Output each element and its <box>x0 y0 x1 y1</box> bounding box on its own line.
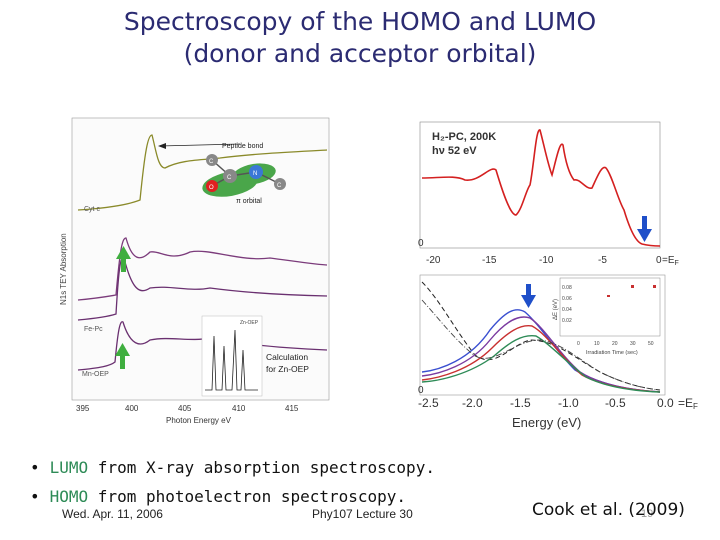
citation: Cook et al. (2009) <box>532 500 685 520</box>
pes-annot-1: H₂-PC, 200K <box>432 131 496 143</box>
homo-curve-green <box>421 335 661 393</box>
xas-xtick: 400 <box>125 404 139 413</box>
homo-arrow-icon <box>637 216 652 242</box>
inset-xtick: 50 <box>648 341 654 347</box>
pes-ef-label: =EF <box>662 255 679 267</box>
homo-xtick: -0.5 <box>605 396 626 410</box>
pes-curve <box>421 129 661 247</box>
calc-label-1: Calculation <box>266 352 308 362</box>
slide-title-line2: (donor and acceptor orbital) <box>183 39 537 68</box>
page-number: 19 <box>641 508 654 520</box>
peptide-label: Peptide bond <box>222 143 263 150</box>
inset-xtick: 0 <box>577 341 580 347</box>
calc-inset-curve <box>205 329 258 391</box>
homo-curve-dashdot <box>421 299 661 391</box>
pes-annot-2: hν 52 eV <box>432 145 477 157</box>
calc-inset-label: Zn-OEP <box>240 320 259 326</box>
slide-title-line1: Spectroscopy of the HOMO and LUMO <box>123 7 597 36</box>
homo-curve-purple <box>421 316 661 393</box>
xas-curve-cytc <box>77 134 328 211</box>
inset-ytick: 0.02 <box>562 318 572 324</box>
pes-xtick: -5 <box>598 255 607 266</box>
pes-xtick: -10 <box>539 255 554 266</box>
pes-frame <box>419 121 661 249</box>
inset-xtick: 30 <box>630 341 636 347</box>
pes-xtick: 0 <box>656 255 662 266</box>
xas-xlabel: Photon Energy eV <box>166 416 232 425</box>
bullet-homo: • HOMO from photoelectron spectroscopy. <box>30 487 406 506</box>
bullet-dot: • <box>30 487 40 506</box>
pes-xtick: -20 <box>426 255 441 266</box>
xas-ylabel: N1s TEY Absorption <box>59 233 68 305</box>
pes-ytick: 0 <box>418 238 424 249</box>
inset-xlabel: Irradiation Time (sec) <box>586 350 638 356</box>
inset-ytick: 0.06 <box>562 296 572 302</box>
pi-orbital-label: π orbital <box>236 198 262 205</box>
homo-xtick: -1.0 <box>558 396 579 410</box>
homo-xtick: -2.0 <box>462 396 483 410</box>
bullet-text: from X-ray absorption spectroscopy. <box>88 458 435 477</box>
inset-point <box>631 285 634 288</box>
calc-label-2: for Zn-OEP <box>266 364 309 374</box>
peptide-arrow <box>159 143 241 147</box>
xas-xtick: 410 <box>232 404 246 413</box>
bullet-highlight: HOMO <box>49 487 89 506</box>
xas-xtick: 405 <box>178 404 192 413</box>
xas-curve-fepc <box>77 257 328 321</box>
atom-label-o: O <box>209 185 214 191</box>
footer-lecture: Phy107 Lecture 30 <box>312 507 413 521</box>
xas-label-mnoep: Mn-OEP <box>82 371 109 378</box>
atom-label-c2: C <box>277 183 282 189</box>
xas-label-fepc: Fe-Pc <box>84 326 103 333</box>
xas-curve-extra <box>77 237 328 301</box>
lumo-arrow-icon <box>116 246 131 272</box>
xas-xtick: 395 <box>76 404 90 413</box>
lumo-arrow-icon <box>115 343 130 369</box>
inset-frame <box>559 277 661 337</box>
inset-ytick: 0.04 <box>562 307 572 313</box>
inset-xtick: 20 <box>612 341 618 347</box>
atom-label-c3: C <box>209 159 214 165</box>
molecule-orbital-icon <box>202 154 286 197</box>
homo-xtick: 0.0 <box>657 396 674 410</box>
inset-xtick: 10 <box>594 341 600 347</box>
pes-xtick: -15 <box>482 255 497 266</box>
inset-point <box>653 285 656 288</box>
homo-xtick: -1.5 <box>510 396 531 410</box>
bullet-highlight: LUMO <box>49 458 89 477</box>
homo-xlabel: Energy (eV) <box>512 415 581 430</box>
homo-shift-arrow-icon <box>521 284 536 308</box>
inset-point <box>607 295 610 297</box>
homo-ef-label: =EF <box>678 396 698 411</box>
bullet-lumo: • LUMO from X-ray absorption spectroscopy… <box>30 458 435 477</box>
atom-label-c1: C <box>227 175 232 181</box>
xas-label-cytc: Cyt c <box>84 206 100 213</box>
bullet-text: from photoelectron spectroscopy. <box>88 487 407 506</box>
homo-xtick: -2.5 <box>418 396 439 410</box>
footer-date: Wed. Apr. 11, 2006 <box>62 507 163 521</box>
bullet-dot: • <box>30 458 40 477</box>
xas-frame <box>71 117 330 401</box>
inset-ylabel: ΔE (eV) <box>553 299 559 320</box>
xas-xtick: 415 <box>285 404 299 413</box>
atom-label-n: N <box>253 171 257 177</box>
inset-ytick: 0.08 <box>562 285 572 291</box>
homo-ytick: 0 <box>418 385 424 396</box>
